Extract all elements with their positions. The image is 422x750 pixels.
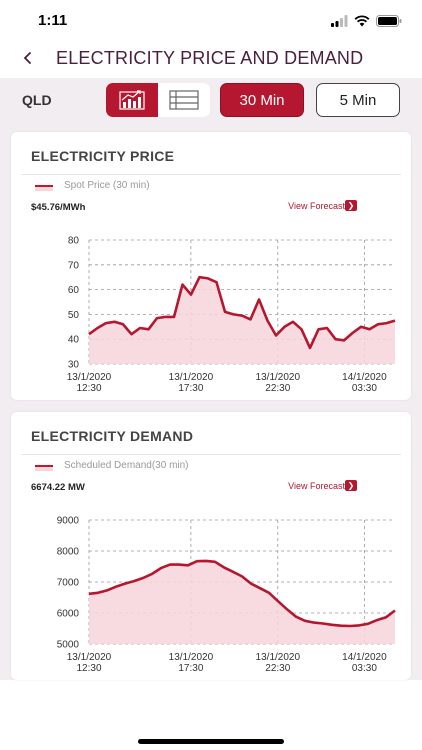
y-tick-label: 7000	[57, 578, 80, 589]
demand-legend-label: Scheduled Demand(30 min)	[64, 460, 189, 471]
x-tick-label: 13/1/2020 17:30	[169, 652, 214, 674]
x-tick-label: 13/1/2020 17:30	[169, 372, 214, 394]
wifi-icon	[354, 15, 370, 27]
series-line	[88, 559, 396, 628]
series-area	[89, 277, 395, 364]
home-indicator	[138, 739, 284, 744]
demand-chart: 5000 6000 7000 8000 9000 13/1/2020 12:30 13/1/2…	[57, 516, 396, 674]
battery-icon	[376, 15, 402, 27]
back-chevron-icon[interactable]	[18, 48, 38, 68]
series-line	[88, 275, 396, 350]
current-demand-value: 6674.22 MW	[31, 482, 85, 493]
status-bar: 1:11	[0, 0, 422, 40]
x-tick-label: 14/1/2020 03:30	[342, 372, 387, 394]
x-tick-label: 14/1/2020 03:30	[342, 652, 387, 674]
price-card: ELECTRICITY PRICE Spot Price (30 min) $4…	[11, 132, 411, 400]
navigation-bar: ELECTRICITY PRICE AND DEMAND	[0, 40, 422, 78]
price-legend-label: Spot Price (30 min)	[64, 180, 150, 191]
y-tick-label: 80	[68, 236, 80, 247]
forecast-arrow-icon[interactable]: ❯	[345, 480, 357, 491]
x-tick-label: 13/1/2020 22:30	[256, 372, 301, 394]
divider	[21, 174, 401, 175]
y-tick-label: 60	[68, 285, 80, 296]
y-tick-label: 70	[68, 260, 80, 271]
signal-icon	[331, 15, 348, 27]
demand-card-title: ELECTRICITY DEMAND	[31, 428, 194, 444]
chart-icon	[119, 90, 145, 110]
y-tick-label: 9000	[57, 516, 80, 527]
legend-swatch	[35, 185, 53, 191]
region-label: QLD	[22, 92, 52, 108]
y-tick-label: 50	[68, 310, 80, 321]
y-tick-label: 5000	[57, 640, 80, 651]
y-tick-label: 40	[68, 335, 80, 346]
price-card-title: ELECTRICITY PRICE	[31, 148, 175, 164]
series-area	[89, 560, 395, 644]
y-tick-label: 30	[68, 360, 80, 371]
forecast-arrow-icon[interactable]: ❯	[345, 200, 357, 211]
price-view-forecast-link[interactable]: View Forecast	[288, 201, 345, 211]
demand-view-forecast-link[interactable]: View Forecast	[288, 481, 345, 491]
list-icon	[169, 90, 199, 110]
demand-card: ELECTRICITY DEMAND Scheduled Demand(30 m…	[11, 412, 411, 680]
chart-view-toggle[interactable]	[106, 83, 158, 117]
list-view-toggle[interactable]	[158, 83, 210, 117]
x-tick-label: 13/1/2020 22:30	[256, 652, 301, 674]
divider	[21, 454, 401, 455]
y-tick-label: 6000	[57, 609, 80, 620]
status-time: 1:11	[38, 12, 68, 29]
page-title: ELECTRICITY PRICE AND DEMAND	[56, 48, 364, 68]
interval-30-min-button[interactable]: 30 Min	[220, 83, 304, 117]
interval-5-min-button[interactable]: 5 Min	[316, 83, 400, 117]
y-tick-label: 8000	[57, 547, 80, 558]
price-chart: 30 40 50 60 70 80 13/1/2020 12:30 13/1/2020 17:30…	[67, 236, 396, 394]
legend-swatch	[35, 465, 53, 471]
x-tick-label: 13/1/2020 12:30	[67, 652, 112, 674]
current-price-value: $45.76/MWh	[31, 202, 86, 213]
x-tick-label: 13/1/2020 12:30	[67, 372, 112, 394]
status-icons	[331, 14, 402, 28]
